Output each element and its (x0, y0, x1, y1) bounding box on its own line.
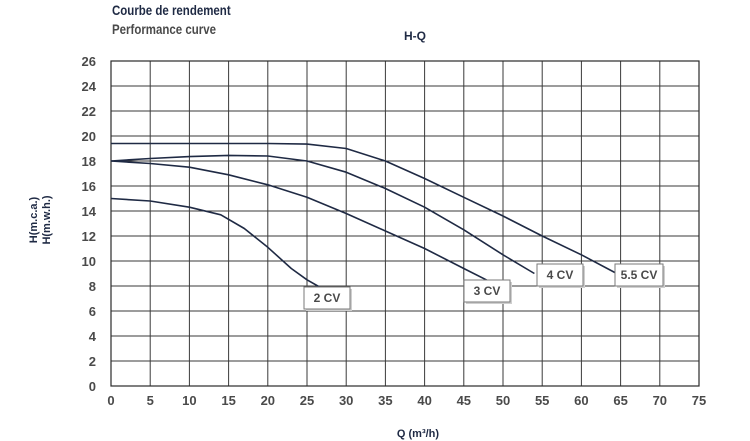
x-tick-label: 35 (378, 393, 392, 408)
series-line-2 (110, 160, 492, 284)
y-tick-label: 10 (82, 254, 96, 269)
x-tick-label: 45 (457, 393, 471, 408)
x-tick-label: 55 (535, 393, 549, 408)
x-axis-label: Q (m³/h) (397, 428, 439, 440)
chart-title-en: Performance curve (112, 21, 217, 37)
curve-label: 3 CV (474, 284, 501, 298)
x-tick-label: 10 (182, 393, 196, 408)
x-tick-label: 70 (653, 393, 667, 408)
x-tick-label: 75 (692, 393, 706, 408)
x-tick-label: 40 (417, 393, 431, 408)
y-tick-label: 6 (89, 304, 96, 319)
plot-frame (110, 60, 700, 387)
curve-label: 2 CV (314, 291, 341, 305)
x-tick-label: 20 (261, 393, 275, 408)
y-tick-label: 16 (82, 179, 96, 194)
y-tick-label: 0 (89, 379, 96, 394)
series-line-3 (110, 154, 535, 275)
x-tick-label: 50 (496, 393, 510, 408)
series-line-1 (110, 197, 327, 292)
y-axis-label-2: H(m.w.h.) (41, 195, 53, 244)
curve-label-box (536, 263, 584, 287)
x-tick-label: 0 (107, 393, 114, 408)
x-tick-label: 5 (147, 393, 154, 408)
curve-label: 4 CV (547, 268, 574, 282)
chart-subtitle: H-Q (404, 29, 426, 43)
curve-label-box (303, 286, 351, 310)
y-tick-label: 14 (82, 204, 97, 219)
x-tick-label: 15 (221, 393, 235, 408)
curve-label: 5.5 CV (621, 268, 658, 282)
x-tick-label: 60 (574, 393, 588, 408)
y-tick-label: 22 (82, 104, 96, 119)
x-tick-label: 65 (613, 393, 627, 408)
x-tick-label: 25 (300, 393, 314, 408)
y-tick-label: 4 (89, 329, 97, 344)
x-tick-label: 30 (339, 393, 353, 408)
y-tick-label: 8 (89, 279, 96, 294)
y-tick-label: 2 (89, 354, 96, 369)
series-line-4 (111, 142, 618, 275)
curve-label-box (463, 279, 511, 303)
y-tick-label: 18 (82, 154, 96, 169)
y-tick-label: 20 (82, 129, 96, 144)
y-tick-label: 12 (82, 229, 96, 244)
chart-title-fr: Courbe de rendement (112, 2, 231, 18)
y-axis-label: H(m.c.a.) (28, 196, 40, 243)
curve-label-box (614, 263, 664, 287)
y-tick-label: 24 (82, 79, 97, 94)
y-tick-label: 26 (82, 54, 96, 69)
